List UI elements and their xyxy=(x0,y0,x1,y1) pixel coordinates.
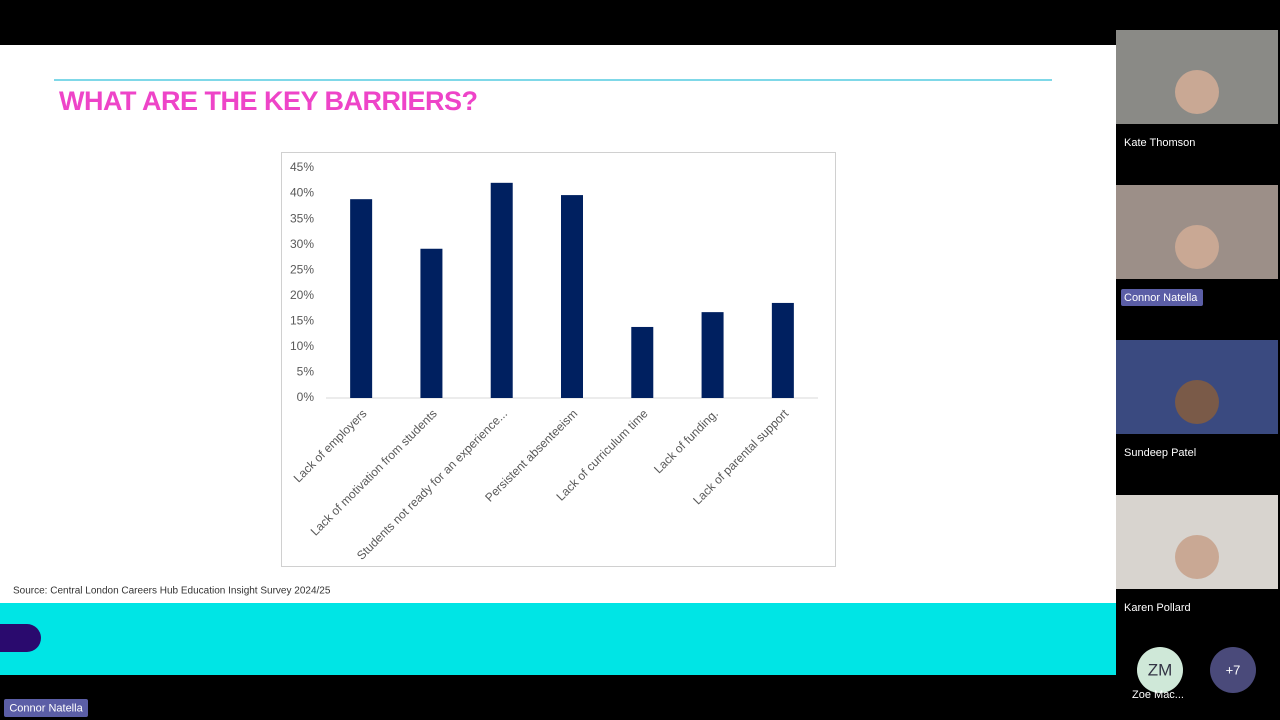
slide-title: WHAT ARE THE KEY BARRIERS? xyxy=(59,86,478,116)
avatar[interactable] xyxy=(1137,647,1183,693)
presenter-label: Connor Natella xyxy=(9,702,83,714)
speaker-tag xyxy=(1121,289,1203,306)
bar xyxy=(490,182,513,398)
participant-name: Connor Natella xyxy=(1124,292,1198,304)
y-tick-label: 5% xyxy=(297,365,315,379)
y-tick-label: 30% xyxy=(290,237,314,251)
y-tick-label: 40% xyxy=(290,186,314,200)
y-tick-label: 15% xyxy=(290,314,314,328)
bar xyxy=(701,312,724,398)
y-tick-label: 20% xyxy=(290,288,314,302)
participant-name: Zoe Mac... xyxy=(1132,689,1184,701)
bar xyxy=(561,195,583,398)
bar xyxy=(771,302,794,398)
video-person xyxy=(1175,225,1219,269)
avatar-initials: ZM xyxy=(1148,660,1173,679)
presenter-tag xyxy=(4,699,88,717)
y-tick-label: 10% xyxy=(290,339,314,353)
more-count: +7 xyxy=(1226,662,1241,677)
footer-pill xyxy=(0,624,41,652)
y-tick-label: 45% xyxy=(290,160,314,174)
y-tick-label: 25% xyxy=(290,262,314,276)
y-tick-label: 0% xyxy=(297,390,315,404)
participant-panel: Kate Thomson Connor Natella Sundeep Patel K… xyxy=(1116,30,1278,614)
source: Source: Central London Careers Hub Educa… xyxy=(13,586,331,597)
more-participants[interactable] xyxy=(1210,647,1256,693)
y-tick-label: 35% xyxy=(290,211,314,225)
video-person xyxy=(1175,535,1219,579)
participant-name: Kate Thomson xyxy=(1124,137,1195,149)
bar xyxy=(631,326,654,398)
video-person xyxy=(1175,380,1219,424)
participant-name: Sundeep Patel xyxy=(1124,447,1196,459)
bar xyxy=(420,248,443,398)
participant-name: Karen Pollard xyxy=(1124,602,1191,614)
video-person xyxy=(1175,70,1219,114)
bar xyxy=(350,199,373,398)
chart-frame xyxy=(281,152,836,567)
footer-band xyxy=(0,603,1116,675)
